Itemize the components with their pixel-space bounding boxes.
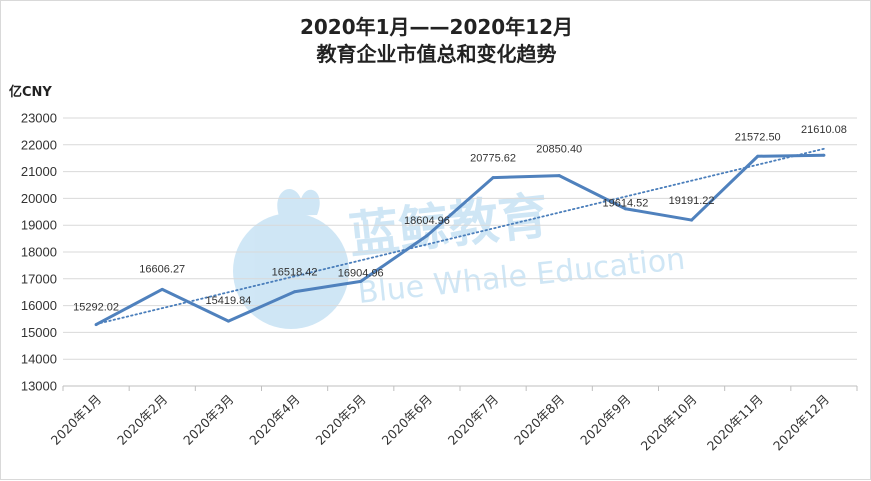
- trendline-path: [95, 147, 825, 326]
- data-label: 15292.02: [73, 302, 119, 314]
- y-tick-label: 14000: [21, 352, 57, 367]
- x-tick-label: 2020年9月: [577, 392, 633, 448]
- grid: [63, 117, 857, 387]
- y-tick-label: 17000: [21, 271, 57, 286]
- data-point: [557, 174, 561, 178]
- y-tick-label: 13000: [21, 379, 57, 394]
- x-tick-label: 2020年6月: [379, 392, 435, 448]
- data-label: 16606.27: [139, 263, 185, 275]
- data-label: 21610.08: [801, 124, 847, 136]
- y-tick-label: 19000: [21, 218, 57, 233]
- data-point: [623, 207, 627, 211]
- data-point: [94, 323, 98, 327]
- y-tick-label: 16000: [21, 298, 57, 313]
- x-tick-label: 2020年10月: [638, 392, 700, 454]
- data-label: 20850.40: [536, 144, 582, 156]
- y-tick-label: 21000: [21, 164, 57, 179]
- data-point: [822, 153, 826, 157]
- data-label: 18604.96: [404, 215, 450, 227]
- data-label: 19191.22: [669, 195, 715, 207]
- x-tick-label: 2020年11月: [704, 392, 766, 454]
- data-label: 16904.96: [338, 267, 384, 279]
- watermark-logo-icon: [233, 213, 349, 329]
- series-line: [94, 153, 826, 327]
- x-tick-label: 2020年2月: [114, 392, 170, 448]
- series-polyline: [95, 153, 824, 326]
- data-point: [359, 279, 363, 283]
- trendline: [95, 147, 825, 326]
- x-tick-label: 2020年8月: [511, 392, 567, 448]
- data-label: 20775.62: [470, 153, 516, 165]
- y-axis-unit-label: 亿CNY: [9, 85, 52, 100]
- x-axis: 2020年1月 2020年2月 2020年3月 2020年4月 2020年5月 2020年…: [48, 385, 858, 454]
- data-label: 16518.42: [272, 267, 318, 279]
- data-label: 19614.52: [602, 198, 648, 210]
- y-tick-label: 20000: [21, 191, 57, 206]
- y-tick-label: 15000: [21, 325, 57, 340]
- data-point: [160, 287, 164, 291]
- data-label: 15419.84: [205, 295, 251, 307]
- data-label: 21572.50: [735, 131, 781, 143]
- data-labels: 15292.02 16606.27 15419.84 16518.42 16904.96…: [73, 124, 847, 313]
- x-tick-label: 2020年1月: [48, 392, 104, 448]
- watermark-whale-spout-icon: [277, 188, 320, 216]
- y-tick-label: 23000: [21, 111, 57, 126]
- x-tick-label: 2020年7月: [445, 392, 501, 448]
- y-tick-label: 18000: [21, 245, 57, 260]
- x-tick-label: 2020年12月: [770, 392, 832, 454]
- x-tick-label: 2020年3月: [180, 392, 236, 448]
- data-point: [690, 218, 694, 222]
- data-point: [226, 319, 230, 323]
- y-axis: 13000 14000 15000 16000 17000 18000 19000 20000…: [21, 111, 57, 394]
- chart-title-line1: 2020年1月——2020年12月: [299, 15, 574, 39]
- y-tick-label: 22000: [21, 137, 57, 152]
- x-tick-label: 2020年5月: [312, 392, 368, 448]
- data-point: [756, 154, 760, 158]
- x-tick-label: 2020年4月: [246, 392, 302, 448]
- data-point: [491, 176, 495, 180]
- data-point: [425, 234, 429, 238]
- data-point: [293, 290, 297, 294]
- chart-title-line2: 教育企业市值总和变化趋势: [316, 42, 557, 66]
